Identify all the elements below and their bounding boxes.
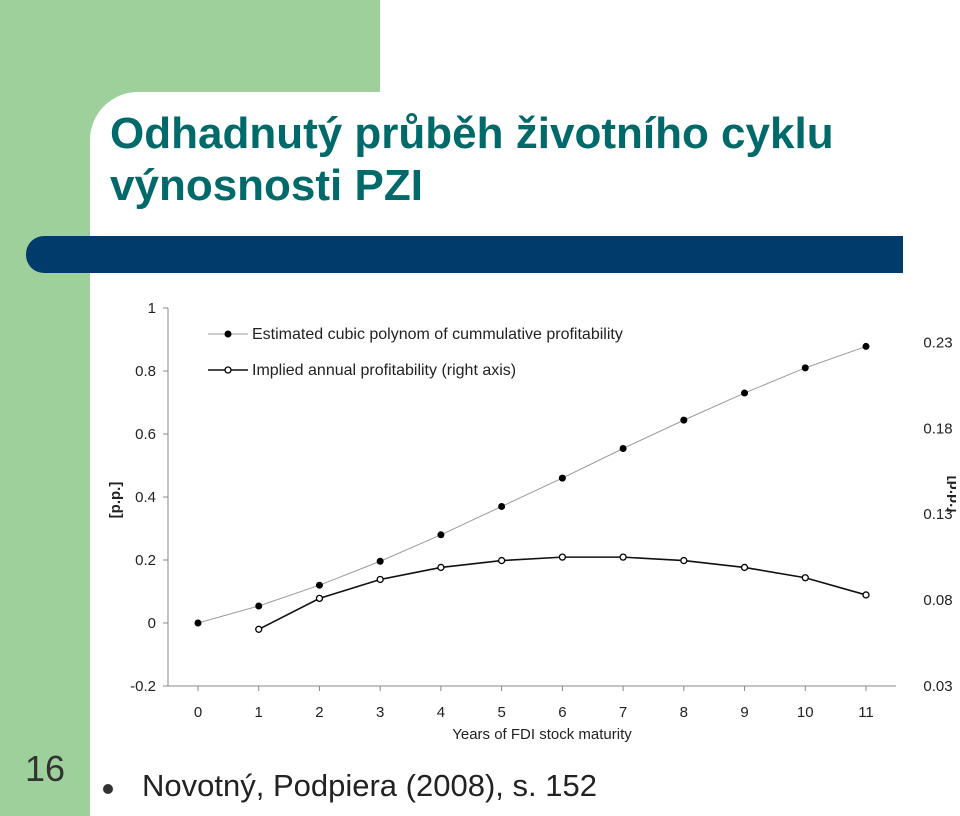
legend-marker-open xyxy=(224,366,232,374)
x-tick-label: 1 xyxy=(255,704,263,721)
data-point-annual xyxy=(740,563,749,572)
data-point-cumulative xyxy=(801,364,809,372)
x-tick-label: 2 xyxy=(315,704,323,721)
y-right-tick-label: 0.13 xyxy=(923,506,952,523)
legend-entry-2: Implied annual profitability (right axis… xyxy=(252,362,516,379)
x-tick-label: 3 xyxy=(376,704,384,721)
x-tick-label: 10 xyxy=(797,704,814,721)
y-right-tick-label: 0.03 xyxy=(923,678,952,695)
legend-marker-filled xyxy=(224,330,232,338)
x-tick-label: 0 xyxy=(194,704,202,721)
data-point-cumulative xyxy=(741,389,749,397)
y-right-tick-label: 0.08 xyxy=(923,592,952,609)
data-point-annual xyxy=(558,553,567,561)
y-left-tick-label: 0 xyxy=(148,615,156,632)
data-point-cumulative xyxy=(376,557,384,565)
green-side-strip xyxy=(0,0,90,816)
y-left-tick-label: 0.2 xyxy=(135,552,156,569)
data-point-cumulative xyxy=(194,619,202,627)
x-tick-label: 8 xyxy=(680,704,688,721)
data-point-annual xyxy=(255,625,263,633)
data-point-annual xyxy=(497,556,506,565)
x-tick-label: 5 xyxy=(497,704,505,721)
y-right-tick-label: 0.18 xyxy=(923,420,952,437)
data-point-annual xyxy=(862,591,870,599)
data-point-annual xyxy=(619,553,627,561)
x-tick-label: 4 xyxy=(437,704,445,721)
slide-number: 16 xyxy=(24,748,66,789)
series-line-1 xyxy=(197,345,867,624)
data-point-annual xyxy=(315,594,324,603)
data-point-cumulative xyxy=(255,602,263,610)
data-point-cumulative xyxy=(862,342,870,350)
x-axis-label: Years of FDI stock maturity xyxy=(452,726,632,743)
y-left-tick-label: 0.4 xyxy=(135,489,156,506)
y-right-tick-label: 0.23 xyxy=(923,334,952,351)
y-left-axis-label: [p.p.] xyxy=(107,482,124,519)
source-citation: Novotný, Podpiera (2008), s. 152 xyxy=(142,768,597,803)
y-right-axis-label: [p.p.] xyxy=(946,476,956,513)
data-point-annual xyxy=(801,574,809,582)
profitability-chart: -0.2 0 0.2 0.4 0.6 0.8 1 0.03 0.08 0.13 0.18 0.23 0 1… xyxy=(107,300,956,743)
title-underline-bar xyxy=(26,236,903,273)
data-point-cumulative xyxy=(558,474,566,482)
legend-entry-1: Estimated cubic polynom of cummulative p… xyxy=(252,326,623,343)
content-panel xyxy=(90,92,960,816)
series-line-2 xyxy=(258,556,867,631)
x-tick-label: 7 xyxy=(619,704,627,721)
x-tick-label: 11 xyxy=(858,704,874,721)
bullet-icon xyxy=(103,784,113,794)
data-point-annual xyxy=(437,563,445,572)
slide-title: Odhadnutý průběh životního cyklu výnosno… xyxy=(110,109,834,210)
x-tick-label: 9 xyxy=(740,704,748,721)
data-point-cumulative xyxy=(619,444,627,452)
y-left-tick-label: 0.6 xyxy=(135,426,156,443)
data-point-cumulative xyxy=(498,502,506,510)
y-left-tick-label: 0.8 xyxy=(135,363,156,380)
data-point-annual xyxy=(376,575,384,584)
data-point-annual xyxy=(680,556,688,565)
data-point-cumulative xyxy=(437,531,445,539)
y-left-tick-label: -0.2 xyxy=(130,678,156,695)
x-tick-label: 6 xyxy=(558,704,566,721)
data-point-cumulative xyxy=(315,581,323,589)
y-left-tick-label: 1 xyxy=(148,300,156,317)
data-point-cumulative xyxy=(680,416,688,424)
